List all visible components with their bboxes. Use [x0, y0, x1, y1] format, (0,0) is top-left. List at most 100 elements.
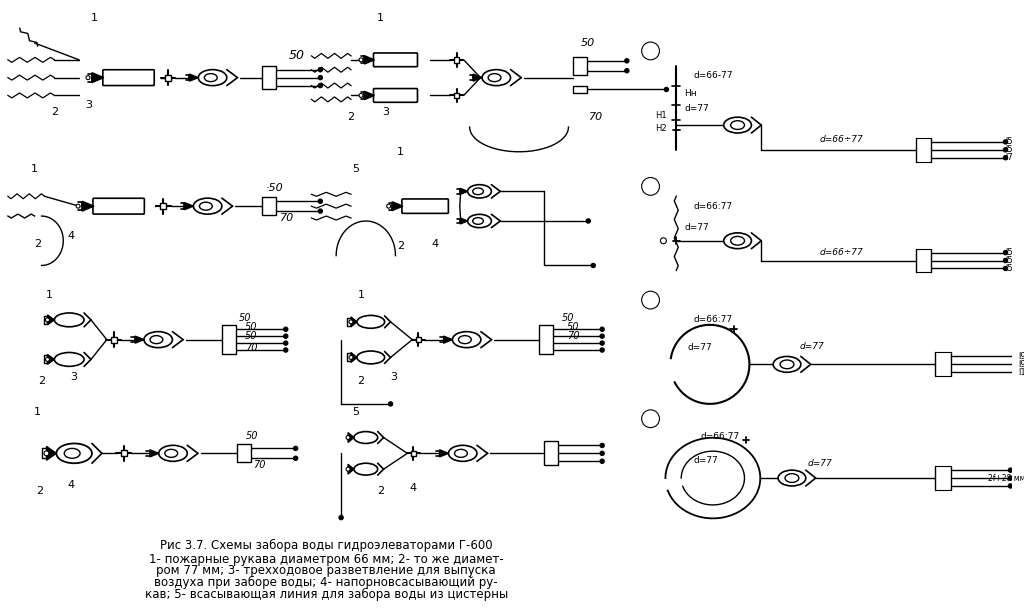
Text: 4: 4 — [410, 483, 417, 493]
Circle shape — [339, 516, 343, 520]
Polygon shape — [473, 74, 482, 81]
Text: 70: 70 — [280, 213, 294, 223]
Ellipse shape — [453, 331, 481, 347]
Polygon shape — [460, 188, 468, 194]
Circle shape — [600, 334, 604, 338]
Text: 5: 5 — [352, 407, 359, 417]
FancyBboxPatch shape — [102, 70, 155, 86]
Text: кав; 5- всасывающая линия для забора воды из цистерны: кав; 5- всасывающая линия для забора вод… — [144, 588, 508, 601]
Circle shape — [318, 83, 323, 87]
Polygon shape — [92, 73, 103, 83]
Ellipse shape — [778, 470, 806, 486]
Bar — [121, 450, 127, 456]
Circle shape — [1004, 156, 1008, 160]
Circle shape — [1004, 258, 1008, 262]
Ellipse shape — [724, 233, 752, 249]
Polygon shape — [351, 317, 357, 326]
Text: ④: ④ — [645, 412, 656, 425]
Text: 3: 3 — [382, 107, 389, 117]
Polygon shape — [365, 55, 375, 64]
Ellipse shape — [731, 237, 744, 245]
Ellipse shape — [150, 336, 163, 344]
Ellipse shape — [199, 70, 226, 86]
Circle shape — [1004, 266, 1008, 270]
Text: l1: l1 — [1019, 368, 1024, 377]
Ellipse shape — [354, 432, 378, 444]
Polygon shape — [135, 336, 144, 343]
Text: 2: 2 — [51, 107, 58, 117]
Circle shape — [284, 348, 288, 352]
Ellipse shape — [473, 188, 483, 195]
Text: 2: 2 — [397, 241, 404, 251]
Circle shape — [642, 42, 659, 60]
Text: 50: 50 — [562, 313, 574, 323]
Polygon shape — [351, 352, 357, 362]
Text: d=66÷77: d=66÷77 — [819, 248, 863, 257]
Circle shape — [600, 444, 604, 448]
Text: Нн: Нн — [684, 89, 697, 98]
Text: 2: 2 — [36, 486, 43, 496]
Text: 2f+28 мм: 2f+28 мм — [988, 474, 1024, 482]
Text: Рис 3.7. Схемы забора воды гидроэлеваторами Г-600: Рис 3.7. Схемы забора воды гидроэлеватор… — [160, 539, 493, 552]
Polygon shape — [189, 74, 199, 81]
Polygon shape — [82, 201, 94, 211]
Ellipse shape — [54, 352, 84, 367]
Text: 5: 5 — [352, 164, 359, 174]
Ellipse shape — [165, 449, 177, 457]
Text: d=66:77: d=66:77 — [700, 432, 739, 441]
Circle shape — [642, 410, 659, 428]
Circle shape — [86, 76, 90, 79]
Ellipse shape — [455, 449, 467, 457]
Circle shape — [346, 467, 350, 471]
Circle shape — [1009, 468, 1013, 472]
Circle shape — [625, 68, 629, 73]
FancyBboxPatch shape — [93, 198, 144, 214]
Text: l5: l5 — [1006, 145, 1014, 154]
Ellipse shape — [473, 217, 483, 224]
Circle shape — [1009, 476, 1013, 480]
Circle shape — [294, 456, 298, 460]
Text: 2: 2 — [377, 486, 384, 496]
Circle shape — [45, 357, 49, 362]
Ellipse shape — [724, 117, 752, 133]
Circle shape — [665, 87, 669, 92]
FancyBboxPatch shape — [374, 89, 418, 102]
Text: 50: 50 — [567, 322, 580, 332]
Ellipse shape — [449, 445, 477, 461]
Ellipse shape — [144, 331, 172, 347]
Circle shape — [318, 68, 323, 72]
Text: ②: ② — [645, 180, 656, 193]
Polygon shape — [460, 218, 468, 224]
Text: 1: 1 — [377, 14, 384, 23]
Text: d=66-77: d=66-77 — [693, 71, 732, 80]
Polygon shape — [443, 336, 453, 343]
Text: d=66:77: d=66:77 — [693, 315, 732, 325]
Text: ③: ③ — [645, 294, 656, 307]
Text: 2: 2 — [357, 376, 365, 386]
Polygon shape — [46, 447, 56, 460]
Ellipse shape — [459, 336, 471, 344]
Text: d=66:77: d=66:77 — [693, 201, 732, 211]
Ellipse shape — [205, 74, 217, 82]
Circle shape — [591, 263, 595, 268]
Text: l5: l5 — [1006, 256, 1014, 265]
Circle shape — [359, 94, 362, 97]
Ellipse shape — [357, 351, 385, 364]
Text: 1: 1 — [46, 290, 53, 300]
Text: 3: 3 — [71, 372, 78, 382]
Bar — [262, 66, 275, 89]
Circle shape — [349, 320, 353, 324]
FancyBboxPatch shape — [401, 199, 449, 213]
Circle shape — [1004, 251, 1008, 255]
Text: l5: l5 — [1006, 137, 1014, 147]
Text: 2: 2 — [38, 376, 45, 386]
Bar — [160, 203, 166, 209]
Circle shape — [600, 348, 604, 352]
Circle shape — [359, 58, 362, 62]
Text: 50: 50 — [245, 322, 257, 332]
Bar — [416, 337, 421, 342]
Circle shape — [284, 334, 288, 338]
Text: l5: l5 — [1006, 248, 1014, 257]
Circle shape — [1004, 140, 1008, 144]
Bar — [222, 325, 237, 354]
